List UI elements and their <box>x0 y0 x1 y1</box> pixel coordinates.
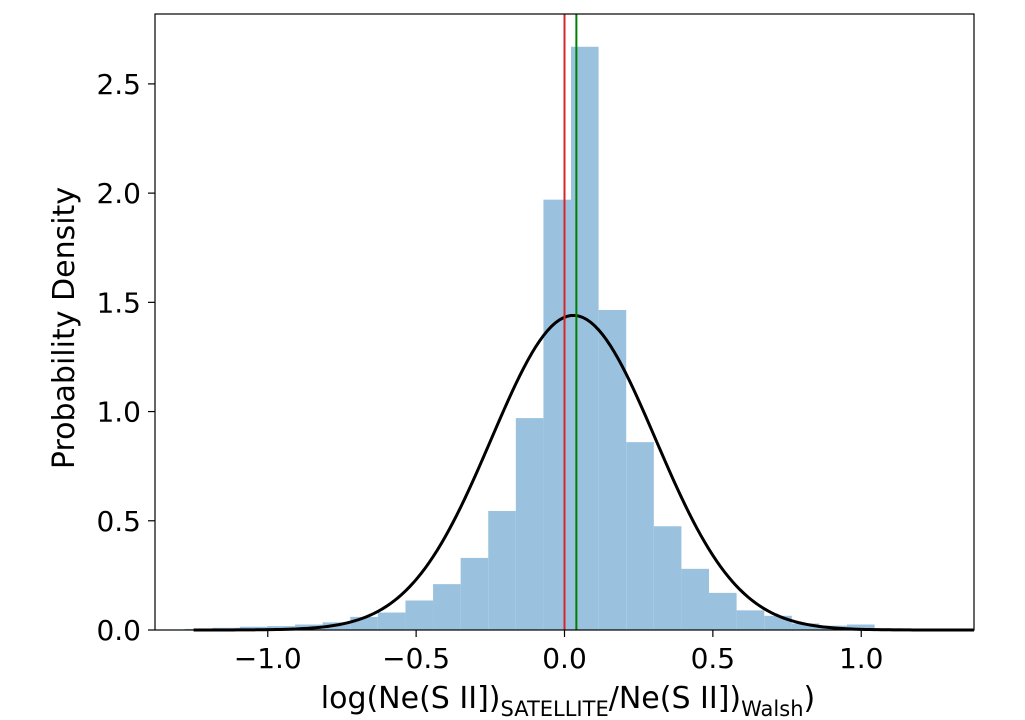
x-tick-label: 0.5 <box>691 642 736 675</box>
gaussian-fit-curve <box>193 313 974 632</box>
y-axis-label: Probability Density <box>47 187 82 469</box>
histogram-bar <box>736 610 765 630</box>
histogram-bar <box>791 623 820 630</box>
histogram-bar <box>433 584 461 630</box>
y-tick-label: 1.5 <box>96 286 141 319</box>
y-tick-label: 2.5 <box>96 68 141 101</box>
x-axis-label-sub1: SATELLITE <box>500 697 608 720</box>
histogram-bar <box>846 624 875 630</box>
histogram-bar <box>405 600 434 630</box>
histogram-bar <box>626 442 654 630</box>
histogram-bar <box>598 309 627 630</box>
histogram-bar <box>377 612 406 630</box>
y-tick-label: 0.0 <box>96 614 141 647</box>
histogram-bar <box>488 510 516 630</box>
y-tick-label: 2.0 <box>96 177 141 210</box>
x-axis-label-pre: log(Ne(S II]) <box>321 681 501 716</box>
x-tick-label: 0.0 <box>542 642 587 675</box>
x-axis-ticks: −1.0 −0.5 0.0 0.5 1.0 <box>234 630 884 675</box>
x-tick-label: 1.0 <box>839 642 884 675</box>
x-axis-label: log(Ne(S II])SATELLITE/Ne(S II])Walsh) <box>321 681 815 720</box>
histogram-bar <box>460 557 489 630</box>
histogram-bar <box>709 592 737 630</box>
x-tick-label: −0.5 <box>382 642 450 675</box>
histogram-bar <box>681 568 710 630</box>
x-axis-label-mid: /Ne(S II]) <box>609 681 741 716</box>
histogram-bar <box>653 526 682 630</box>
histogram-bar <box>515 418 544 630</box>
histogram-bar <box>543 199 572 630</box>
histogram-bars <box>184 46 930 631</box>
y-axis-ticks: 0.0 0.5 1.0 1.5 2.0 2.5 <box>96 68 155 647</box>
histogram-bar <box>571 46 599 631</box>
x-axis-label-sub2: Walsh <box>741 697 803 720</box>
y-tick-label: 0.5 <box>96 505 141 538</box>
y-tick-label: 1.0 <box>96 396 141 429</box>
x-axis-label-post: ) <box>804 681 816 716</box>
x-tick-label: −1.0 <box>234 642 302 675</box>
